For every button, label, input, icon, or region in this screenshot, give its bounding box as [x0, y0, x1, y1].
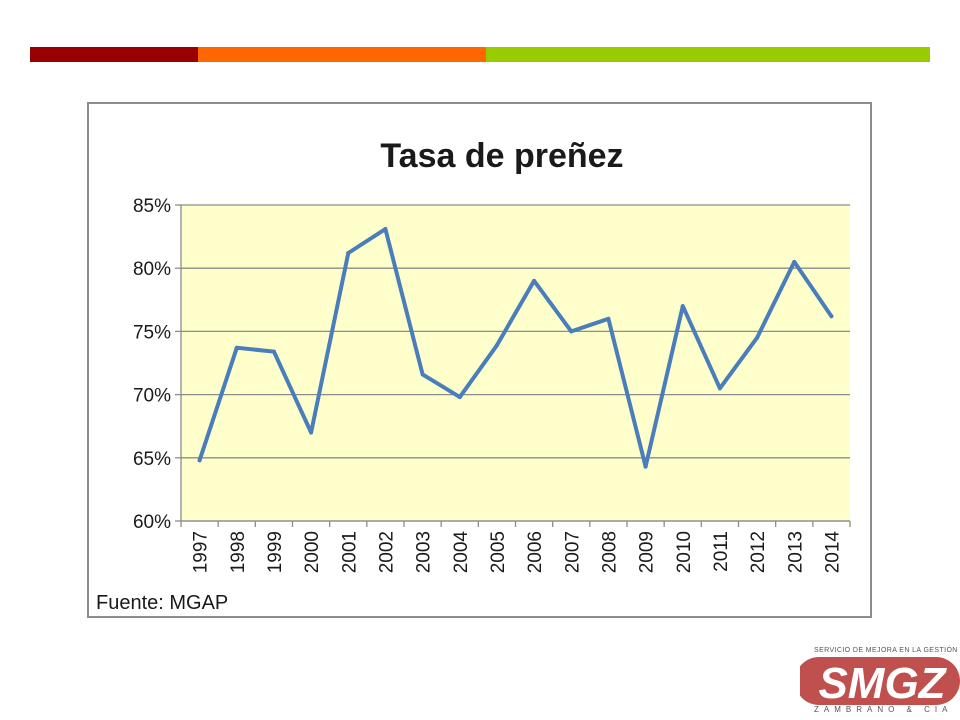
x-tick-label: 1998: [228, 531, 249, 573]
y-tick-label: 85%: [133, 196, 171, 217]
x-tick-label: 1999: [265, 531, 286, 573]
logo-tagline: SERVICIO DE MEJORA EN LA GESTIÓN: [814, 647, 958, 654]
logo-name: SMGZ: [818, 659, 947, 707]
x-tick-label: 2013: [785, 531, 806, 573]
data-point: [755, 335, 760, 340]
y-tick-label: 60%: [133, 512, 171, 533]
y-tick-label: 70%: [133, 386, 171, 407]
source-label: Fuente: MGAP: [96, 592, 228, 614]
header-bar-red-segment: [30, 47, 198, 62]
company-logo: SERVICIO DE MEJORA EN LA GESTIÓN SMGZ ZA…: [800, 640, 960, 720]
logo-badge: SMGZ: [800, 657, 960, 707]
x-tick-label: 2006: [525, 531, 546, 573]
x-tick-label: 2008: [599, 531, 620, 573]
data-point: [383, 227, 388, 232]
chart-frame: Tasa de preñez 60% 65% 70% 75% 80% 85% 1997 19…: [87, 102, 872, 618]
x-tick-label: 2012: [748, 531, 769, 573]
data-point: [643, 464, 648, 469]
x-tick-label: 2010: [674, 531, 695, 573]
data-point: [717, 386, 722, 391]
data-point: [680, 304, 685, 309]
data-point: [532, 278, 537, 283]
x-tick-label: 2003: [414, 531, 435, 573]
data-point: [420, 372, 425, 377]
y-tick-label: 80%: [133, 259, 171, 280]
line-chart: Tasa de preñez 60%65%70%75%80%85% 1997 19…: [96, 137, 851, 614]
chart-title: Tasa de preñez: [380, 137, 623, 175]
x-tick-label: 2011: [711, 531, 732, 572]
data-point: [569, 329, 574, 334]
header-color-bar: [30, 47, 930, 62]
data-point: [234, 345, 239, 350]
data-point: [829, 314, 834, 319]
logo-subtitle: ZAMBRANO & CIA: [814, 705, 953, 714]
header-bar-green-segment: [486, 47, 930, 62]
series-line: [197, 227, 834, 469]
data-point: [309, 430, 314, 435]
axes: [180, 205, 850, 522]
y-tick-label: 75%: [133, 322, 171, 343]
x-tick-label: 2014: [822, 531, 843, 574]
y-axis-ticks: 60% 65% 70% 75% 80% 85%: [133, 196, 181, 533]
data-point: [271, 349, 276, 354]
data-point: [494, 343, 499, 348]
data-point: [606, 316, 611, 321]
x-tick-label: 2001: [339, 531, 360, 573]
data-point: [792, 259, 797, 264]
x-tick-label: 2000: [302, 531, 323, 573]
x-tick-label: 2002: [376, 531, 397, 573]
data-point: [346, 251, 351, 256]
x-tick-label: 2009: [637, 531, 658, 573]
data-point: [457, 395, 462, 400]
series-layer: [197, 227, 834, 469]
x-axis-ticks: 1997 1998 1999 2000 2001 2002 2003 2004 2005 2006…: [180, 521, 851, 574]
x-tick-label: 1997: [191, 531, 212, 573]
x-tick-label: 2004: [451, 531, 472, 574]
header-bar-orange-segment: [198, 47, 486, 62]
x-tick-label: 2005: [488, 531, 509, 573]
data-point: [197, 458, 202, 463]
y-tick-label: 65%: [133, 449, 171, 470]
x-tick-label: 2007: [562, 531, 583, 573]
plot-area: [181, 205, 850, 521]
